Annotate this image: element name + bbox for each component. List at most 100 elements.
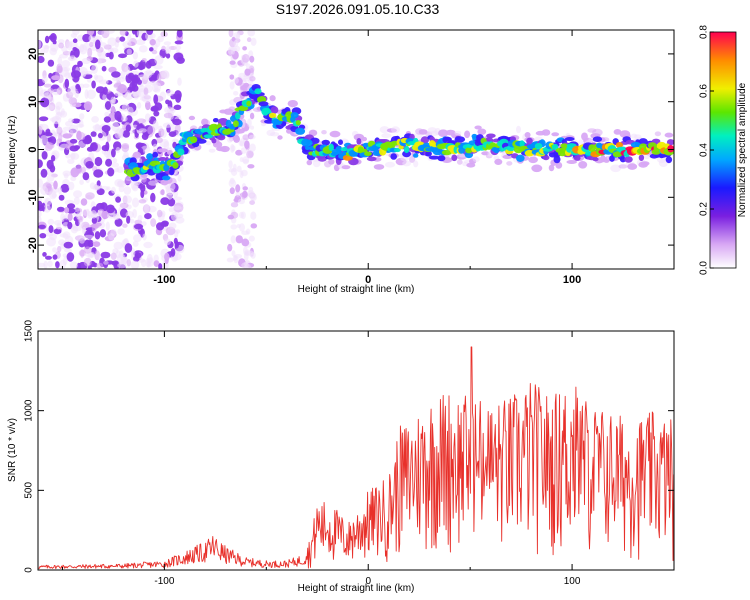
spectrogram-cell xyxy=(40,48,46,56)
spectrogram-cell xyxy=(610,164,622,173)
spectrogram-cell xyxy=(208,148,216,153)
spectrogram-cell xyxy=(124,65,131,76)
spectrogram-cell xyxy=(228,160,233,169)
snr-xtick-label: 0 xyxy=(365,576,371,587)
spectrogram-cell xyxy=(340,147,348,152)
spectrogram-cell xyxy=(615,142,624,148)
spectrogram-cell xyxy=(664,132,674,138)
spectrogram-cell xyxy=(42,252,47,257)
spectrogram-cell xyxy=(127,33,132,44)
spectrogram-cell xyxy=(95,39,101,50)
spectrogram-cell xyxy=(381,133,392,139)
spectrogram-cell xyxy=(486,133,496,139)
spectrogram-cell xyxy=(437,155,446,162)
spectrogram-cell xyxy=(338,139,343,145)
spectrogram-cell xyxy=(103,86,108,95)
spectrogram-cell xyxy=(494,158,503,165)
spectrogram-cell xyxy=(131,30,137,35)
spectrogram-cell xyxy=(101,65,107,72)
spectrogram-cell xyxy=(97,50,102,57)
spectrogram-cell xyxy=(55,112,62,120)
spectrogram-cell xyxy=(40,186,49,196)
spectrogram-cell xyxy=(103,260,109,265)
spectrogram-cell xyxy=(456,159,463,165)
spectrogram-cell xyxy=(47,218,55,225)
spectrogram-cell xyxy=(145,258,151,268)
spectrogram-cell xyxy=(233,32,241,39)
spectrogram-cell xyxy=(627,163,638,170)
spectrogram-cell xyxy=(164,252,170,262)
spectrogram-cell xyxy=(235,190,240,197)
spectrogram-cell xyxy=(90,131,97,137)
spectrogram-cell xyxy=(172,118,182,126)
spectrogram-cell xyxy=(402,150,412,158)
spectrogram-cell xyxy=(306,139,313,147)
spectrogram-cell xyxy=(80,198,88,206)
spectrogram-cell xyxy=(58,42,64,49)
spectrogram-cell xyxy=(592,128,603,136)
spectrogram-cell xyxy=(116,127,124,136)
colorbar-tick-label: 0.2 xyxy=(699,202,710,216)
spectrogram-cell xyxy=(248,235,255,242)
spectrogram-cell xyxy=(577,139,584,145)
colorbar-tick-label: 0.6 xyxy=(699,84,710,98)
spectrogram-cell xyxy=(64,248,72,253)
spectrogram-cell xyxy=(113,82,123,88)
spectrogram-cell xyxy=(133,91,140,100)
spectrogram-cell xyxy=(65,142,71,150)
spectrogram-cell xyxy=(158,157,168,161)
spectrogram-cell xyxy=(150,218,157,227)
spectrogram-cell xyxy=(136,79,142,85)
spectrogram-cell xyxy=(173,104,182,111)
spectrogram-cell xyxy=(71,70,81,79)
spectrogram-cell xyxy=(123,186,132,195)
spectrogram-cell xyxy=(640,161,650,166)
spectrogram-cell xyxy=(58,239,66,246)
spectrogram-cell xyxy=(119,202,129,209)
spectrogram-cell xyxy=(128,72,135,80)
spectrogram-cell xyxy=(233,255,239,264)
spectrogram-cell xyxy=(133,234,142,243)
spectrogram-cell xyxy=(38,55,45,64)
spectrogram-cell xyxy=(78,220,84,228)
colorbar-gradient xyxy=(709,31,737,269)
spectrogram-cell xyxy=(121,103,130,112)
spectrogram-cell xyxy=(93,262,98,268)
spectrogram-cell xyxy=(72,38,78,43)
spectrogram-cell xyxy=(270,106,279,114)
spectrogram-cell xyxy=(230,167,238,176)
spectrogram-cell xyxy=(247,164,255,169)
spectrogram-cell xyxy=(48,225,54,234)
spectrogram-cell xyxy=(117,262,127,269)
spectrogram-cell xyxy=(145,100,151,111)
snr-xtick-label: -100 xyxy=(154,576,174,587)
spectrogram-cell xyxy=(233,77,239,84)
spectrogram-cell xyxy=(329,130,341,138)
spectrogram-cell xyxy=(94,231,101,240)
spectrogram-cell xyxy=(97,132,103,139)
spectrogram-cell xyxy=(136,118,146,124)
spectrogram-cell xyxy=(118,250,124,259)
spectrogram-cell xyxy=(76,131,86,141)
spectrogram-cell xyxy=(250,211,257,220)
spectrogram-cell xyxy=(53,180,58,190)
spectrogram-cell xyxy=(493,146,500,154)
spectrogram-cell xyxy=(317,155,327,162)
spectrogram-cell xyxy=(114,110,122,121)
spectrogram-cell xyxy=(75,83,81,90)
spectrogram-cell xyxy=(113,241,123,250)
spectrogram-cell xyxy=(195,138,207,144)
spectrogram-cell xyxy=(249,55,255,63)
spectrogram-cell xyxy=(157,125,163,132)
spectrogram-cell xyxy=(60,183,70,193)
spectrogram-cell xyxy=(111,162,120,168)
spectrogram-cell xyxy=(144,213,152,220)
spectrogram-cell xyxy=(451,154,458,162)
spectrogram-cell xyxy=(277,135,283,140)
spectrogram-cell xyxy=(226,257,234,263)
snr-frame xyxy=(37,330,675,571)
spectrogram-cell xyxy=(68,124,79,134)
spectrogram-cell xyxy=(516,125,521,134)
spectrogram-cell xyxy=(56,65,63,74)
